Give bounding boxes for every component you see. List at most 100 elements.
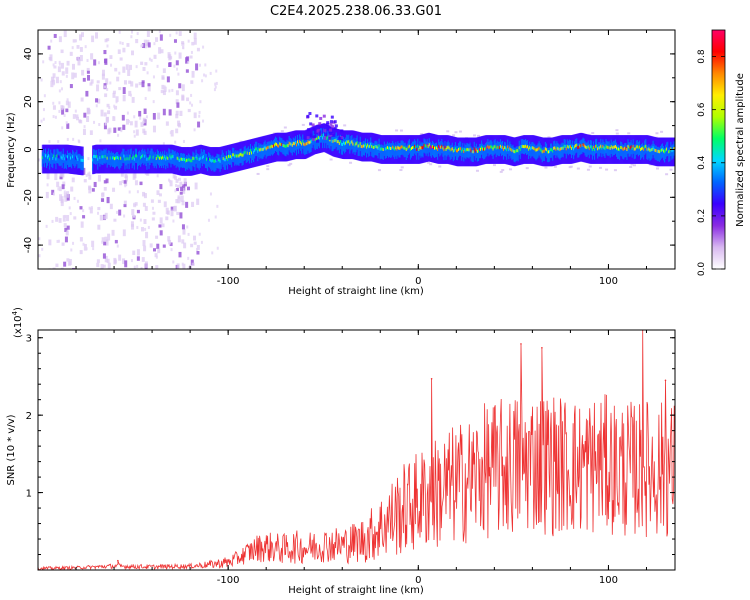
noise-pixel: [40, 119, 43, 123]
trace-blob: [311, 123, 315, 127]
noise-pixel: [665, 173, 669, 176]
noise-pixel: [141, 227, 145, 232]
snr-y-tick-label: 1: [26, 489, 32, 500]
noise-pixel: [196, 198, 200, 205]
noise-pixel: [168, 54, 172, 61]
noise-pixel: [141, 43, 144, 47]
noise-pixel: [48, 239, 52, 246]
noise-pixel: [176, 67, 179, 71]
noise-pixel: [132, 173, 136, 180]
noise-pixel: [176, 211, 180, 216]
noise-pixel: [177, 184, 181, 189]
noise-pixel: [157, 199, 161, 203]
noise-pixel: [173, 64, 176, 68]
noise-pixel: [142, 120, 145, 124]
noise-pixel: [140, 122, 144, 127]
noise-pixel: [55, 263, 59, 268]
noise-pixel: [65, 74, 68, 78]
noise-pixel: [112, 187, 116, 192]
noise-pixel: [121, 41, 124, 45]
noise-pixel: [162, 142, 165, 146]
noise-pixel: [54, 115, 57, 119]
noise-pixel: [63, 261, 67, 267]
noise-pixel: [182, 184, 186, 191]
noise-pixel: [186, 186, 190, 191]
noise-pixel: [63, 30, 67, 38]
colorbar-gradient: [712, 30, 725, 269]
snr-y-tick-label: 3: [26, 334, 32, 345]
noise-pixel: [169, 179, 172, 183]
noise-pixel: [102, 264, 106, 268]
spectrogram-y-label: Frequency (Hz): [6, 112, 17, 188]
noise-pixel: [136, 32, 139, 36]
noise-pixel: [178, 31, 182, 37]
noise-pixel: [66, 191, 70, 198]
noise-pixel: [123, 80, 127, 85]
noise-pixel: [150, 199, 154, 203]
noise-pixel: [112, 92, 116, 98]
noise-pixel: [58, 36, 62, 43]
spectrogram-y-tick-label: -40: [23, 237, 34, 253]
noise-pixel: [175, 31, 178, 35]
noise-pixel: [162, 244, 166, 248]
snr-multiplier-exponent: 4: [11, 310, 19, 315]
noise-pixel: [117, 133, 120, 137]
noise-pixel: [121, 180, 124, 184]
noise-pixel: [168, 239, 172, 245]
noise-pixel: [111, 229, 115, 236]
noise-pixel: [115, 96, 119, 102]
noise-pixel: [143, 245, 147, 252]
noise-pixel: [142, 240, 146, 247]
noise-pixel: [170, 248, 173, 252]
spectrogram-x-label: Height of straight line (km): [288, 286, 424, 297]
noise-pixel: [136, 209, 140, 214]
snr-multiplier: (x104): [11, 307, 24, 338]
noise-pixel: [146, 31, 150, 37]
noise-pixel: [134, 120, 138, 128]
noise-pixel: [105, 78, 109, 85]
noise-pixel: [89, 130, 93, 135]
noise-pixel: [544, 166, 548, 169]
noise-pixel: [329, 158, 333, 161]
noise-pixel: [160, 49, 164, 54]
noise-pixel: [171, 88, 174, 92]
trace-blob: [316, 129, 320, 133]
noise-pixel: [65, 108, 69, 113]
noise-pixel: [128, 64, 132, 70]
noise-pixel: [119, 181, 123, 186]
noise-pixel: [99, 214, 103, 221]
noise-pixel: [103, 186, 107, 191]
noise-pixel: [175, 99, 179, 104]
noise-pixel: [118, 30, 121, 34]
noise-pixel: [632, 164, 636, 167]
noise-pixel: [79, 250, 83, 255]
noise-pixel: [177, 197, 181, 204]
noise-pixel: [207, 218, 210, 222]
noise-pixel: [83, 178, 87, 183]
trace-blob: [311, 135, 315, 139]
noise-pixel: [50, 80, 54, 88]
trace-blob: [318, 130, 322, 134]
noise-pixel: [106, 258, 110, 263]
noise-pixel: [196, 47, 200, 52]
noise-pixel: [119, 127, 123, 131]
noise-pixel: [86, 70, 90, 74]
noise-pixel: [64, 214, 67, 218]
snr-x-tick-label: 100: [599, 575, 618, 586]
noise-pixel: [124, 184, 127, 188]
noise-pixel: [142, 191, 146, 197]
noise-pixel: [57, 239, 60, 243]
noise-pixel: [130, 221, 134, 227]
noise-pixel: [179, 110, 183, 116]
noise-pixel: [62, 215, 66, 222]
noise-pixel: [115, 100, 118, 104]
noise-pixel: [399, 169, 403, 172]
noise-pixel: [93, 181, 97, 188]
noise-pixel: [187, 39, 190, 43]
noise-pixel: [100, 109, 104, 117]
noise-pixel: [88, 174, 92, 180]
noise-pixel: [175, 90, 179, 96]
noise-pixel: [420, 132, 424, 135]
noise-pixel: [152, 125, 156, 133]
noise-pixel: [129, 93, 132, 97]
